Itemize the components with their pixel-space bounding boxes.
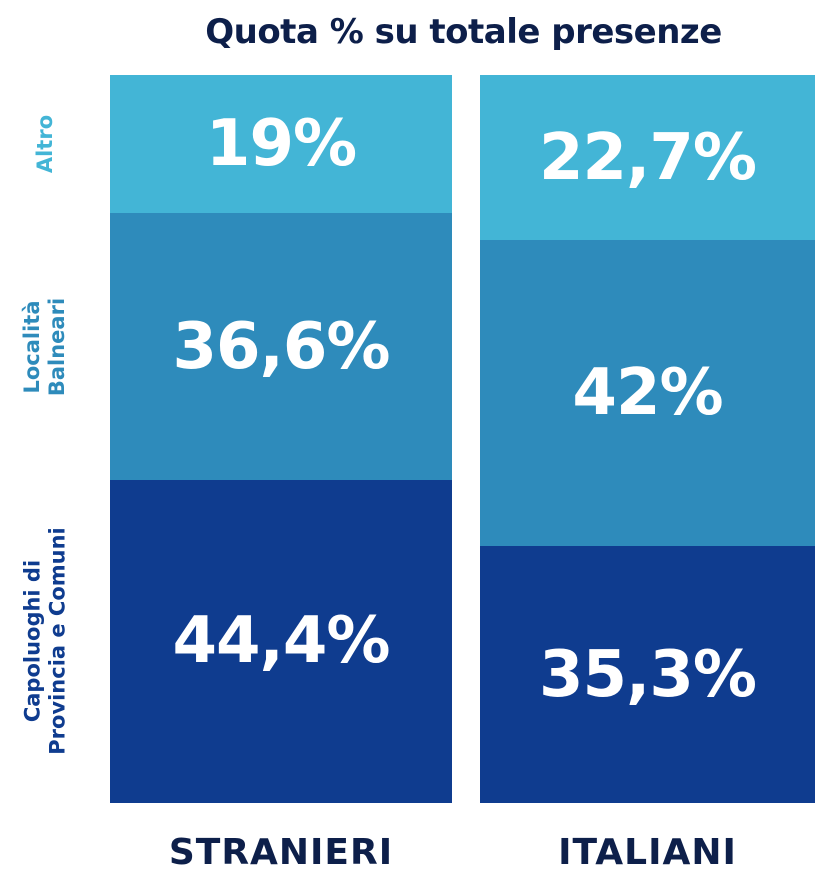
bar-segment: 35,3%: [480, 546, 815, 803]
value-label: 42%: [572, 356, 723, 431]
chart-title: Quota % su totale presenze: [205, 12, 722, 52]
bar-segment: 22,7%: [480, 75, 815, 241]
value-label: 19%: [205, 107, 357, 182]
bar-segment: 44,4%: [110, 479, 452, 803]
x-tick-label: ITALIANI: [558, 832, 737, 873]
bar-segment: 42%: [480, 240, 815, 546]
value-label: 36,6%: [172, 309, 390, 384]
bar-segment: 19%: [110, 75, 452, 214]
bar-segment: 36,6%: [110, 213, 452, 480]
value-label: 22,7%: [538, 120, 757, 195]
legend-label: Località Balneari: [20, 297, 69, 396]
value-label: 44,4%: [172, 604, 390, 679]
legend-label: Capoluoghi di Provincia e Comuni: [20, 527, 69, 756]
legend-label: Altro: [32, 115, 57, 174]
x-tick-label: STRANIERI: [168, 832, 394, 873]
value-label: 35,3%: [538, 637, 757, 712]
